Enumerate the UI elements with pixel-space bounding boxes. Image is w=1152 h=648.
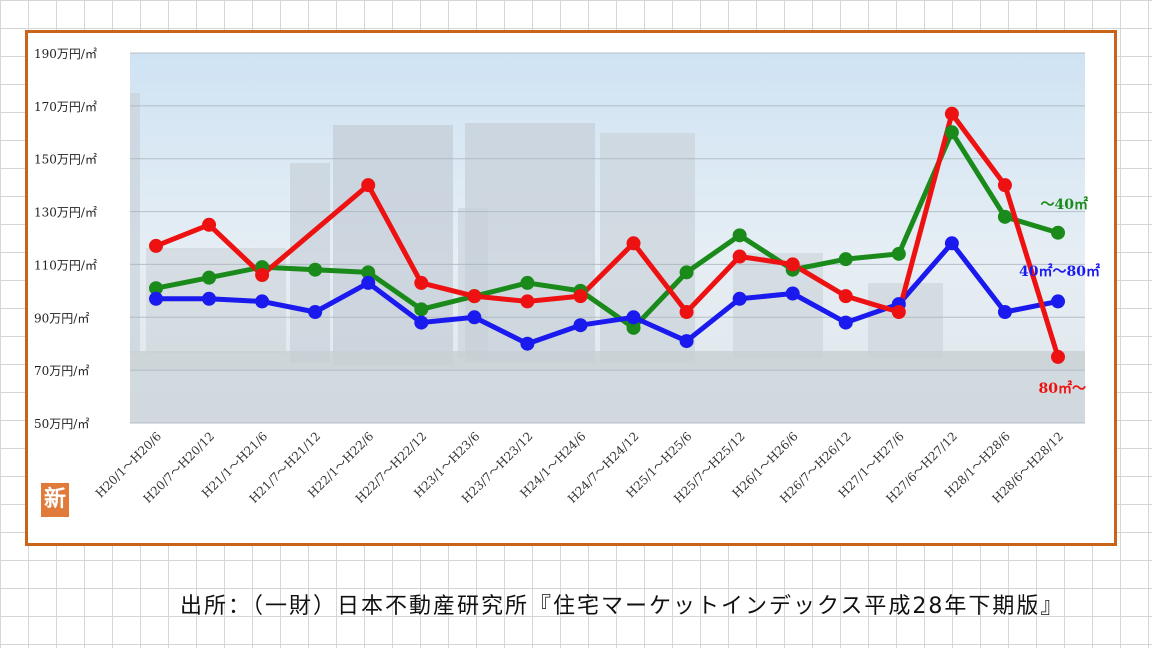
- data-point: [785, 257, 800, 272]
- data-point: [520, 336, 535, 351]
- data-point: [467, 289, 482, 304]
- data-point: [414, 315, 429, 330]
- data-point: [732, 291, 747, 306]
- data-point: [626, 236, 641, 251]
- data-point: [361, 275, 376, 290]
- data-point: [785, 286, 800, 301]
- series-label: 40㎡～80㎡: [1019, 263, 1100, 280]
- data-point: [202, 217, 217, 232]
- data-point: [679, 305, 694, 319]
- data-point: [467, 310, 482, 325]
- data-point: [1051, 349, 1065, 364]
- data-point: [891, 305, 906, 319]
- data-point: [520, 275, 535, 290]
- data-point: [361, 265, 376, 280]
- y-tick-label: 130万円/㎡: [34, 206, 97, 220]
- source-note: 出所：（一財）日本不動産研究所『住宅マーケットインデックス平成28年下期版』: [180, 594, 1065, 619]
- series-line: [153, 129, 1061, 331]
- y-tick-label: 150万円/㎡: [34, 153, 97, 167]
- data-point: [149, 291, 163, 306]
- data-point: [149, 238, 163, 253]
- series-label: 80㎡～: [1039, 380, 1086, 397]
- y-tick-label: 110万円/㎡: [34, 258, 97, 272]
- y-tick-label: 70万円/㎡: [34, 364, 89, 378]
- y-tick-label: 190万円/㎡: [34, 47, 97, 61]
- data-point: [626, 320, 641, 335]
- data-point: [838, 289, 853, 304]
- series-label: ～40㎡: [1041, 196, 1088, 213]
- data-point: [732, 228, 747, 243]
- data-point: [202, 291, 217, 306]
- y-tick-label: 170万円/㎡: [34, 100, 97, 114]
- data-point: [255, 294, 270, 309]
- data-point: [1051, 294, 1065, 309]
- data-point: [414, 302, 429, 317]
- y-tick-label: 90万円/㎡: [34, 311, 89, 325]
- data-point: [997, 305, 1012, 319]
- data-point: [944, 125, 959, 140]
- series-line: [153, 240, 1061, 347]
- data-point: [838, 315, 853, 330]
- data-point: [997, 178, 1012, 193]
- data-point: [573, 318, 588, 333]
- data-point: [202, 270, 217, 285]
- data-point: [1051, 225, 1065, 240]
- data-point: [308, 262, 323, 277]
- data-point: [679, 265, 694, 280]
- data-point: [255, 268, 270, 282]
- background-photo: [130, 53, 1085, 423]
- data-point: [626, 310, 641, 325]
- data-point: [308, 305, 323, 319]
- data-point: [944, 106, 959, 121]
- data-point: [149, 281, 163, 296]
- y-tick-label: 50万円/㎡: [34, 417, 89, 431]
- data-point: [891, 246, 906, 261]
- data-point: [520, 294, 535, 309]
- data-point: [838, 252, 853, 267]
- chart-frame: 50万円/㎡ 70万円/㎡ 90万円/㎡ 110万円/㎡ 130万円/㎡ 150万円/㎡ 1…: [25, 30, 1117, 546]
- data-point: [732, 249, 747, 264]
- data-point: [573, 289, 588, 304]
- data-point: [944, 236, 959, 251]
- new-badge: 新: [41, 483, 69, 517]
- line-chart: 50万円/㎡ 70万円/㎡ 90万円/㎡ 110万円/㎡ 130万円/㎡ 150万円/㎡ 1…: [34, 47, 1100, 506]
- data-point: [361, 178, 376, 193]
- data-point: [679, 334, 694, 349]
- data-point: [414, 275, 429, 290]
- data-point: [997, 209, 1012, 224]
